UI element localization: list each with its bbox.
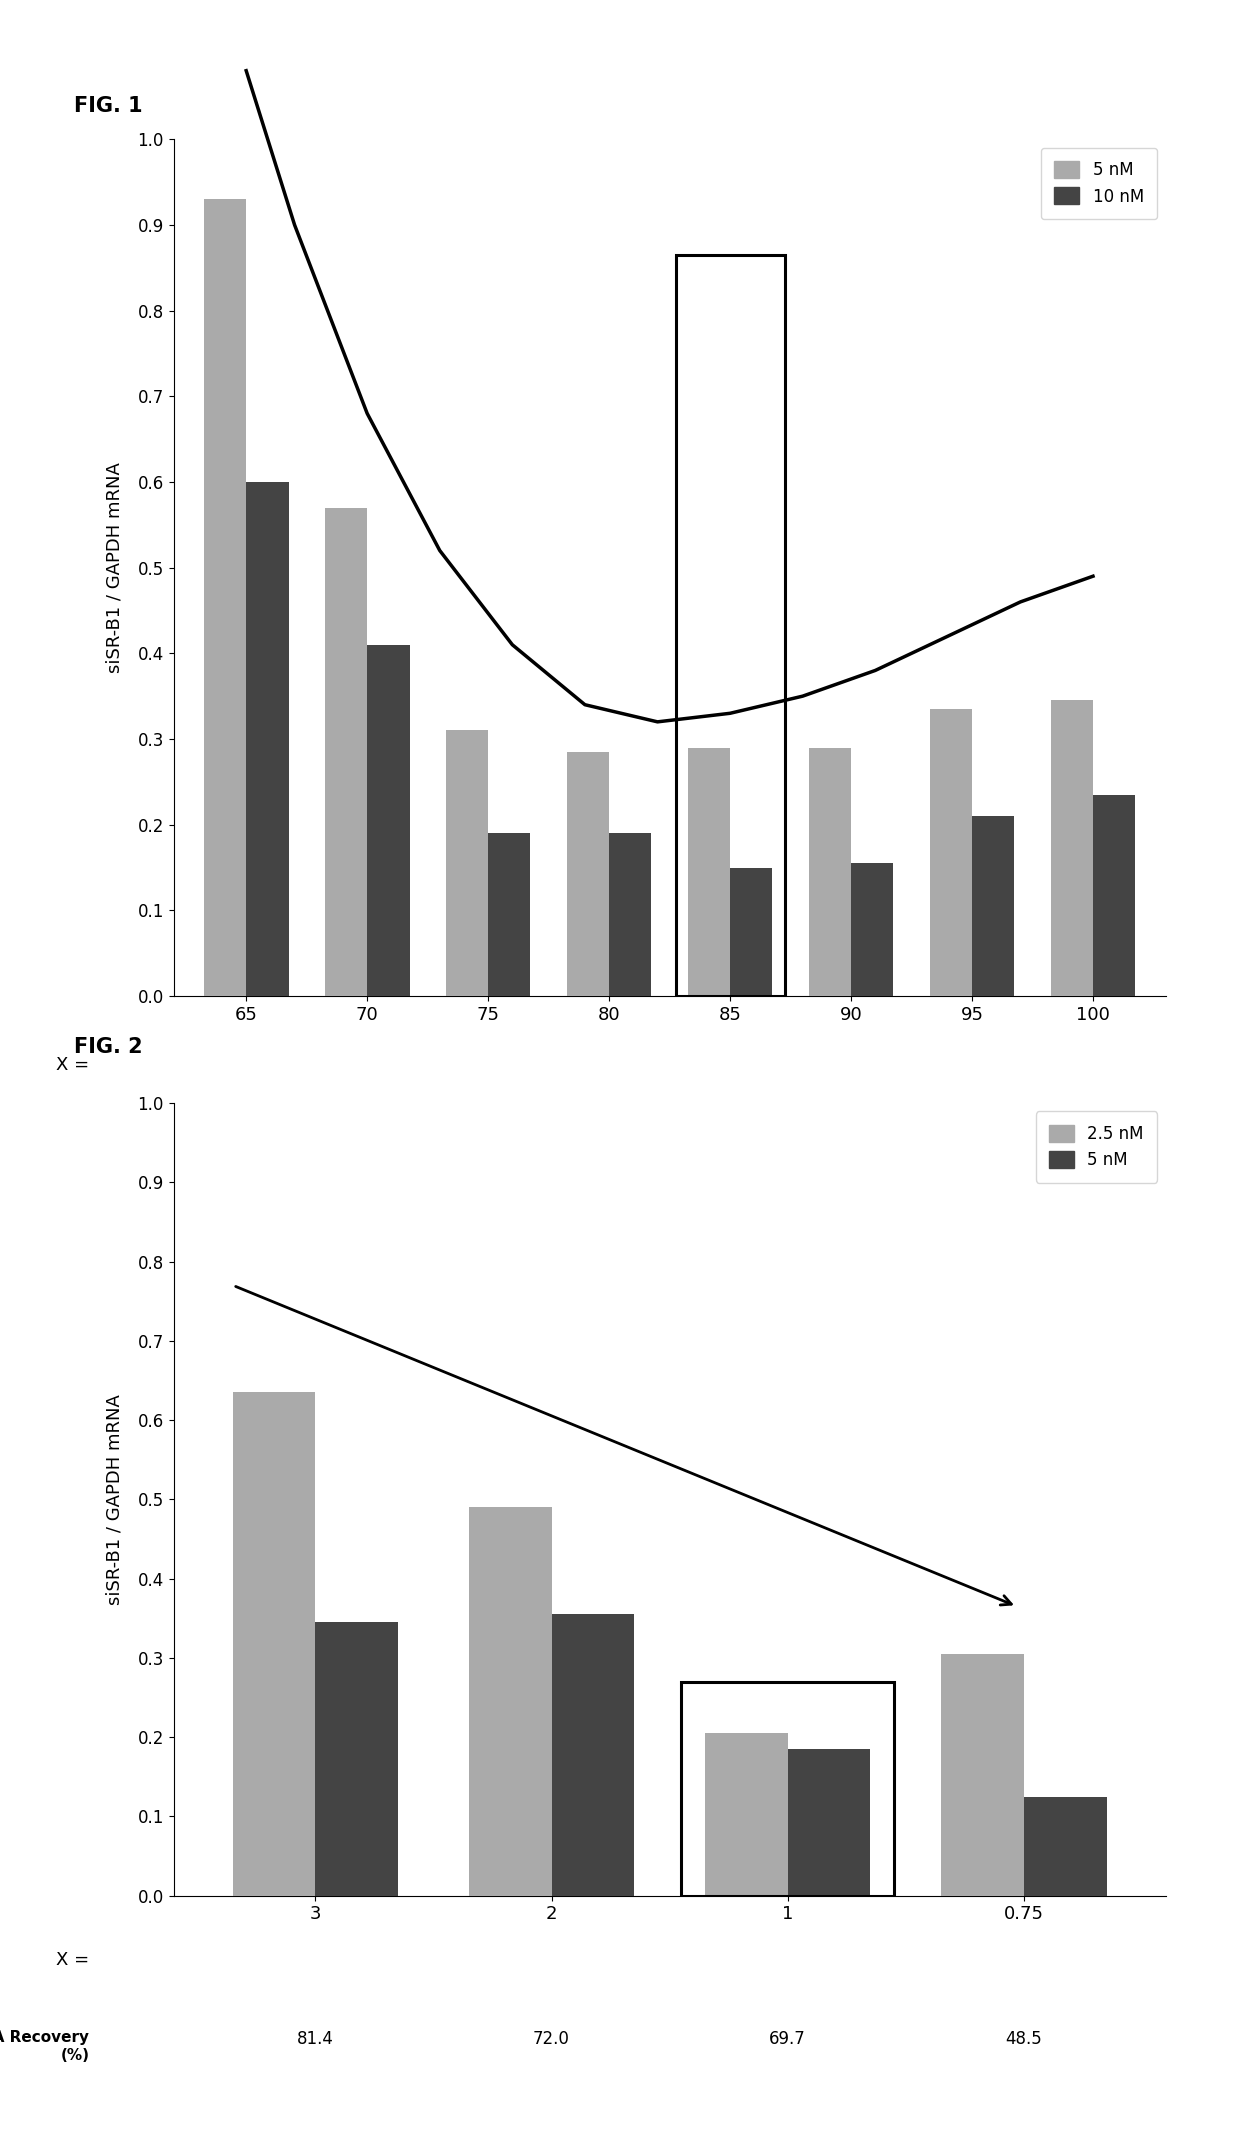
Text: 81.4: 81.4 [296, 2031, 334, 2048]
Bar [808, 748, 851, 996]
Y-axis label: siSR-B1 / GAPDH mRNA: siSR-B1 / GAPDH mRNA [105, 463, 124, 673]
Text: X =: X = [56, 1056, 89, 1073]
Bar [609, 833, 651, 996]
Text: 69.7: 69.7 [769, 2031, 806, 2048]
Bar [972, 816, 1014, 996]
Text: X =: X = [56, 1951, 89, 1968]
Bar [1050, 700, 1092, 996]
Bar [1092, 795, 1136, 996]
Bar [367, 645, 409, 996]
Text: siRNA Recovery
(%): siRNA Recovery (%) [0, 2031, 89, 2063]
Bar [203, 199, 247, 996]
Bar [676, 255, 785, 996]
Bar [930, 709, 972, 996]
Bar [446, 730, 489, 996]
Y-axis label: siSR-B1 / GAPDH mRNA: siSR-B1 / GAPDH mRNA [105, 1394, 124, 1604]
Bar [682, 1681, 894, 1896]
Legend: 2.5 nM, 5 nM: 2.5 nM, 5 nM [1035, 1112, 1157, 1182]
Bar [941, 1654, 1024, 1896]
Bar [552, 1615, 634, 1896]
Bar [688, 748, 730, 996]
Bar [730, 868, 773, 996]
Bar [787, 1750, 870, 1896]
Text: 48.5: 48.5 [1006, 2031, 1043, 2048]
Bar [233, 1392, 315, 1896]
Bar [325, 508, 367, 996]
Text: FIG. 2: FIG. 2 [74, 1037, 143, 1056]
Bar [567, 752, 609, 996]
Bar [1024, 1797, 1106, 1896]
Bar [247, 482, 289, 996]
Bar [706, 1733, 787, 1896]
Bar [489, 833, 531, 996]
Text: FIG. 1: FIG. 1 [74, 96, 143, 116]
Bar [851, 863, 893, 996]
Bar [469, 1508, 552, 1896]
Legend: 5 nM, 10 nM: 5 nM, 10 nM [1042, 148, 1157, 218]
Text: 72.0: 72.0 [533, 2031, 570, 2048]
Bar [315, 1621, 398, 1896]
